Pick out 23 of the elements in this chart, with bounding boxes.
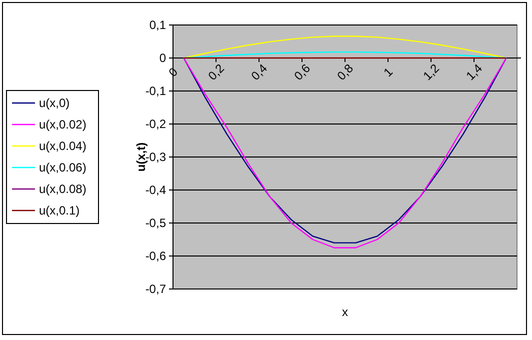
x-tick-label: 1,2: [420, 61, 442, 83]
y-tick-label: -0,2: [145, 117, 166, 132]
legend-label: u(x,0.04): [39, 139, 86, 154]
y-tick-label: -0,4: [145, 183, 166, 198]
y-tick-label: -0,6: [145, 249, 166, 264]
legend-label: u(x,0): [39, 96, 70, 110]
y-tick-label: 0: [159, 51, 166, 66]
x-tick-label: 1,4: [463, 61, 486, 83]
legend-label: u(x,0.06): [39, 160, 86, 175]
x-axis-title: x: [342, 305, 348, 319]
x-tick-label: 0,6: [291, 61, 314, 83]
legend-label: u(x,0.1): [39, 204, 80, 218]
x-tick-label: 0,4: [248, 61, 270, 83]
x-tick-label: 0,8: [334, 61, 356, 83]
x-tick-label: 0,2: [205, 61, 228, 83]
y-tick-label: -0,1: [145, 84, 166, 98]
x-tick-label: 1: [380, 64, 396, 80]
legend-label: u(x,0.08): [39, 182, 86, 196]
legend-label: u(x,0.02): [39, 118, 86, 132]
y-tick-label: -0,7: [145, 282, 166, 296]
line-series: [183, 36, 507, 59]
y-tick-label: -0,5: [145, 216, 166, 230]
y-tick-label: 0,1: [149, 18, 166, 32]
